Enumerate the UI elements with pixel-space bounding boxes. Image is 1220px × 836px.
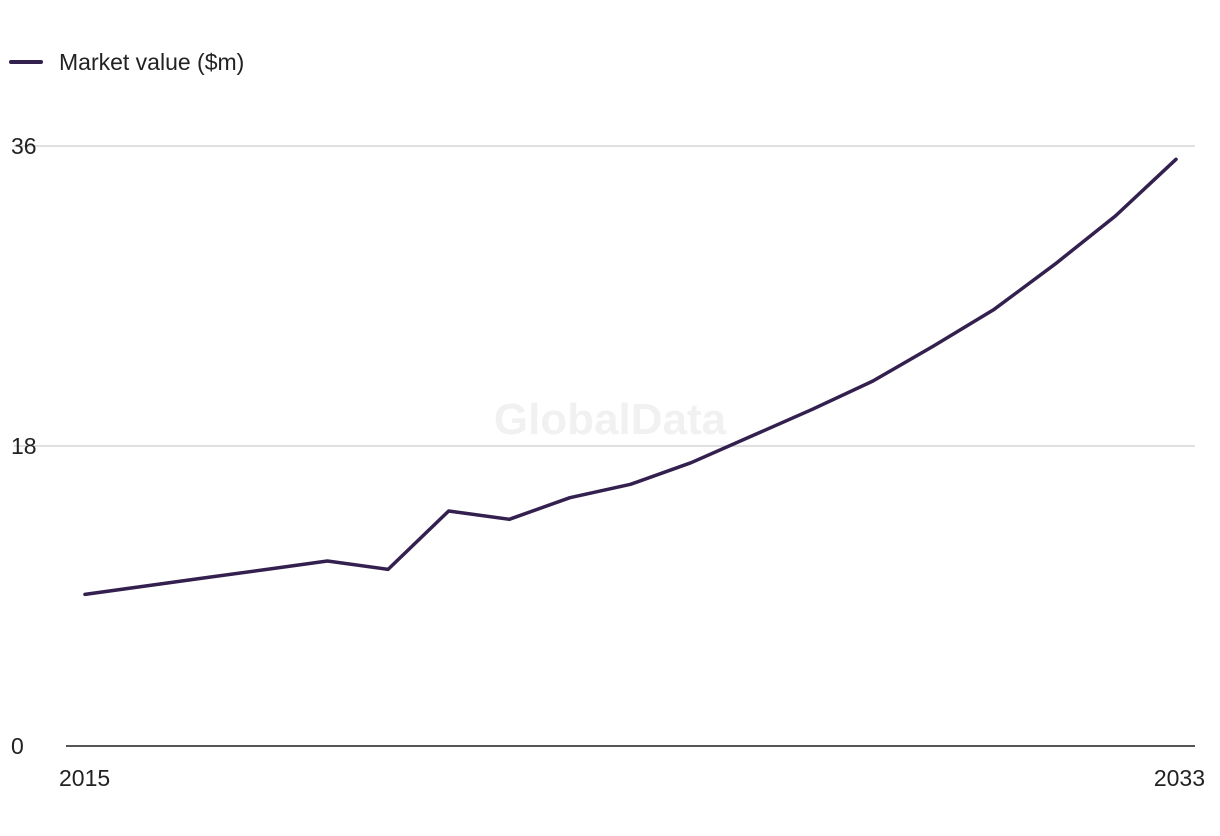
- y-tick-label-36: 36: [11, 133, 37, 159]
- data-point-2015: [82, 591, 88, 597]
- data-point-2028: [870, 378, 876, 384]
- data-point-2017: [203, 575, 209, 581]
- data-point-2026: [749, 433, 755, 439]
- data-point-2018: [264, 566, 270, 572]
- data-point-2030: [991, 306, 997, 312]
- data-point-2019: [324, 558, 330, 564]
- data-point-2016: [143, 583, 149, 589]
- data-point-2021: [446, 508, 452, 514]
- data-point-2020: [385, 566, 391, 572]
- y-tick-label-18: 18: [11, 433, 37, 459]
- tick-labels: 0 18 36 2015 2033: [11, 133, 1205, 791]
- legend: Market value ($m): [9, 49, 244, 75]
- x-tick-label-2015: 2015: [59, 765, 110, 791]
- data-point-2029: [931, 343, 937, 349]
- data-point-2033: [1173, 156, 1179, 162]
- series-line-market-value: [83, 157, 1178, 597]
- data-point-2032: [1112, 213, 1118, 219]
- watermark-text: GlobalData: [494, 395, 727, 444]
- data-point-2031: [1052, 261, 1058, 267]
- legend-label-market-value: Market value ($m): [59, 49, 244, 75]
- y-tick-label-0: 0: [11, 733, 24, 759]
- x-tick-label-2033: 2033: [1154, 765, 1205, 791]
- gridlines: [14, 145, 1195, 447]
- data-point-2022: [506, 516, 512, 522]
- series-lines: [82, 156, 1179, 597]
- data-point-2027: [809, 406, 815, 412]
- data-point-2025: [688, 460, 694, 466]
- data-point-2023: [567, 495, 573, 501]
- data-point-2024: [628, 481, 634, 487]
